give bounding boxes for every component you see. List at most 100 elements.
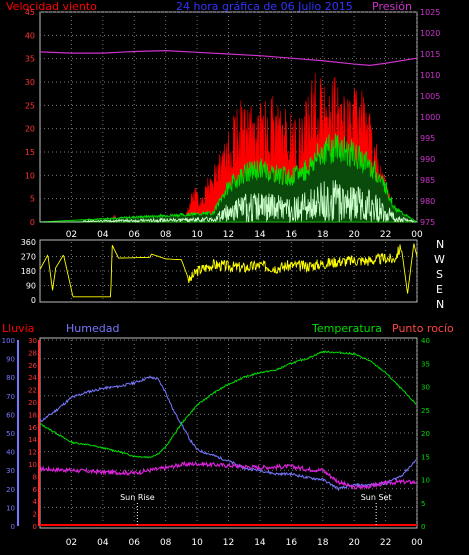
climate-x-tick-label: 14 — [254, 538, 266, 548]
compass-label-s: S — [436, 268, 443, 281]
climate-x-tick-label: 16 — [286, 538, 298, 548]
rain-label: Lluvia — [2, 322, 34, 335]
wind-y-tick-label: 40 — [25, 31, 35, 40]
rain-y-tick-label: 26 — [28, 362, 37, 370]
rain-y-tick-label: 0 — [33, 523, 37, 531]
humidity-y-tick-label: 80 — [6, 374, 15, 382]
wind-x-tick-label: 16 — [286, 230, 298, 240]
wind-y-tick-label: 45 — [25, 8, 35, 17]
pressure-label: Presión — [372, 0, 412, 13]
direction-y-tick-label: 0 — [31, 296, 36, 305]
humidity-y-tick-label: 50 — [6, 430, 15, 438]
temperature-y-tick-label: 30 — [421, 384, 430, 392]
wind-x-tick-label: 06 — [129, 230, 141, 240]
rain-y-tick-label: 18 — [28, 411, 37, 419]
wind-y-tick-label: 5 — [30, 195, 35, 204]
pressure-y-tick-label: 1005 — [420, 92, 440, 101]
temperature-y-tick-label: 5 — [421, 500, 425, 508]
rain-y-tick-label: 22 — [28, 387, 37, 395]
dewpoint-series — [39, 460, 417, 491]
direction-y-tick-label: 90 — [26, 282, 36, 291]
compass-label-n-top: N — [436, 238, 444, 251]
temperature-y-tick-label: 40 — [421, 337, 430, 345]
sunset-label: Sun Set — [361, 493, 392, 502]
climate-x-tick-label: 18 — [317, 538, 329, 548]
climate-x-tick-label: 02 — [66, 538, 77, 548]
direction-y-tick-label: 360 — [21, 238, 36, 247]
wind-x-tick-label: 12 — [223, 230, 234, 240]
humidity-y-tick-label: 0 — [11, 523, 15, 531]
pressure-y-tick-label: 1000 — [420, 113, 440, 122]
humidity-y-tick-label: 70 — [6, 393, 15, 401]
temperature-y-tick-label: 0 — [421, 523, 425, 531]
wind-y-tick-label: 25 — [25, 101, 35, 110]
rain-y-tick-label: 6 — [33, 486, 38, 494]
humidity-y-tick-label: 40 — [6, 449, 15, 457]
rain-y-tick-label: 20 — [28, 399, 37, 407]
chart-title: 24 hora gráfica de 06 Julio 2015 — [176, 0, 353, 13]
humidity-y-tick-label: 10 — [6, 504, 15, 512]
humidity-series — [39, 375, 417, 492]
rain-y-tick-label: 28 — [28, 349, 37, 357]
wind-y-tick-label: 35 — [25, 55, 35, 64]
climate-x-tick-label: 10 — [191, 538, 203, 548]
direction-y-tick-label: 270 — [21, 253, 36, 262]
temperature-y-tick-label: 35 — [421, 360, 430, 368]
wind-x-tick-label: 20 — [348, 230, 360, 240]
pressure-y-tick-label: 1020 — [420, 29, 440, 38]
dewpoint-label: Punto rocío — [392, 322, 454, 335]
temperature-y-tick-label: 15 — [421, 453, 430, 461]
wind-x-tick-label: 04 — [97, 230, 109, 240]
climate-x-tick-label: 00 — [411, 538, 423, 548]
rain-y-tick-label: 14 — [28, 436, 37, 444]
direction-y-tick-label: 180 — [21, 267, 36, 276]
temperature-label: Temperatura — [311, 322, 382, 335]
compass-label-n-bottom: N — [436, 298, 444, 311]
wind-y-tick-label: 30 — [25, 78, 35, 87]
temperature-y-tick-label: 10 — [421, 477, 430, 485]
wind-x-tick-label: 22 — [380, 230, 391, 240]
rain-y-tick-label: 12 — [28, 449, 37, 457]
temperature-y-tick-label: 25 — [421, 407, 430, 415]
sunrise-label: Sun Rise — [120, 493, 155, 502]
climate-x-tick-label: 06 — [129, 538, 141, 548]
wind-y-tick-label: 20 — [25, 125, 35, 134]
temperature-y-tick-label: 20 — [421, 430, 430, 438]
rain-y-tick-label: 8 — [33, 473, 37, 481]
pressure-y-tick-label: 1015 — [420, 50, 440, 59]
compass-label-e: E — [436, 283, 443, 296]
compass-label-w: W — [434, 253, 445, 266]
climate-x-tick-label: 04 — [97, 538, 109, 548]
pressure-y-tick-label: 985 — [420, 176, 435, 185]
pressure-y-tick-label: 975 — [420, 218, 435, 227]
rain-y-tick-label: 4 — [33, 498, 38, 506]
wind-x-tick-label: 00 — [411, 230, 423, 240]
pressure-y-tick-label: 980 — [420, 197, 435, 206]
wind-y-tick-label: 0 — [30, 218, 35, 227]
climate-x-tick-label: 12 — [223, 538, 234, 548]
climate-x-tick-label: 08 — [160, 538, 172, 548]
wind-x-tick-label: 18 — [317, 230, 329, 240]
humidity-y-tick-label: 20 — [6, 486, 15, 494]
humidity-y-tick-label: 90 — [6, 356, 15, 364]
humidity-y-tick-label: 100 — [2, 337, 15, 345]
climate-x-tick-label: 20 — [348, 538, 360, 548]
rain-y-tick-label: 16 — [28, 424, 37, 432]
humidity-label: Humedad — [66, 322, 119, 335]
wind-y-tick-label: 10 — [25, 171, 35, 180]
pressure-y-tick-label: 1025 — [420, 8, 440, 17]
wind-x-tick-label: 14 — [254, 230, 266, 240]
wind-low-series — [40, 180, 417, 224]
wind-x-tick-label: 10 — [191, 230, 203, 240]
wind-x-tick-label: 02 — [66, 230, 77, 240]
rain-y-tick-label: 30 — [28, 337, 37, 345]
wind-direction-series — [39, 243, 418, 298]
rain-y-tick-label: 10 — [28, 461, 37, 469]
wind-y-tick-label: 15 — [25, 148, 35, 157]
humidity-y-tick-label: 30 — [6, 467, 15, 475]
humidity-y-tick-label: 60 — [6, 411, 15, 419]
pressure-y-tick-label: 1010 — [420, 71, 440, 80]
wind-x-tick-label: 08 — [160, 230, 172, 240]
rain-y-tick-label: 24 — [28, 374, 37, 382]
